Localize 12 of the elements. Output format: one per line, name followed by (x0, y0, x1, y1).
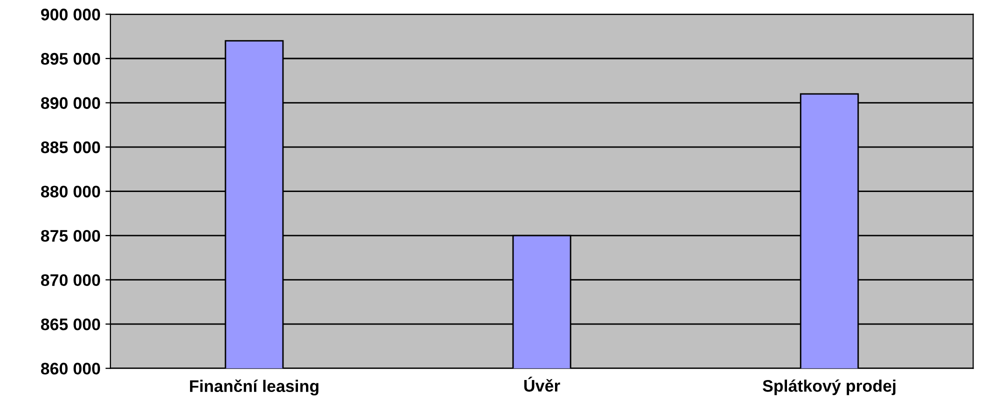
x-tick-label: Splátkový prodej (762, 379, 896, 396)
y-tick-label: 870 000 (41, 274, 100, 286)
y-tick-label: 890 000 (41, 97, 100, 109)
y-tick-label: 860 000 (41, 362, 100, 375)
y-tick-label: 900 000 (41, 8, 100, 20)
y-tick-label: 875 000 (41, 230, 100, 242)
y-tick-label: 865 000 (41, 318, 100, 330)
x-tick-label: Úvěr (524, 376, 560, 392)
y-tick-label: 885 000 (41, 141, 100, 154)
x-tick-label: Finanční leasing (190, 379, 318, 396)
y-tick-label: 880 000 (41, 186, 100, 198)
y-tick-label: 895 000 (41, 52, 100, 65)
